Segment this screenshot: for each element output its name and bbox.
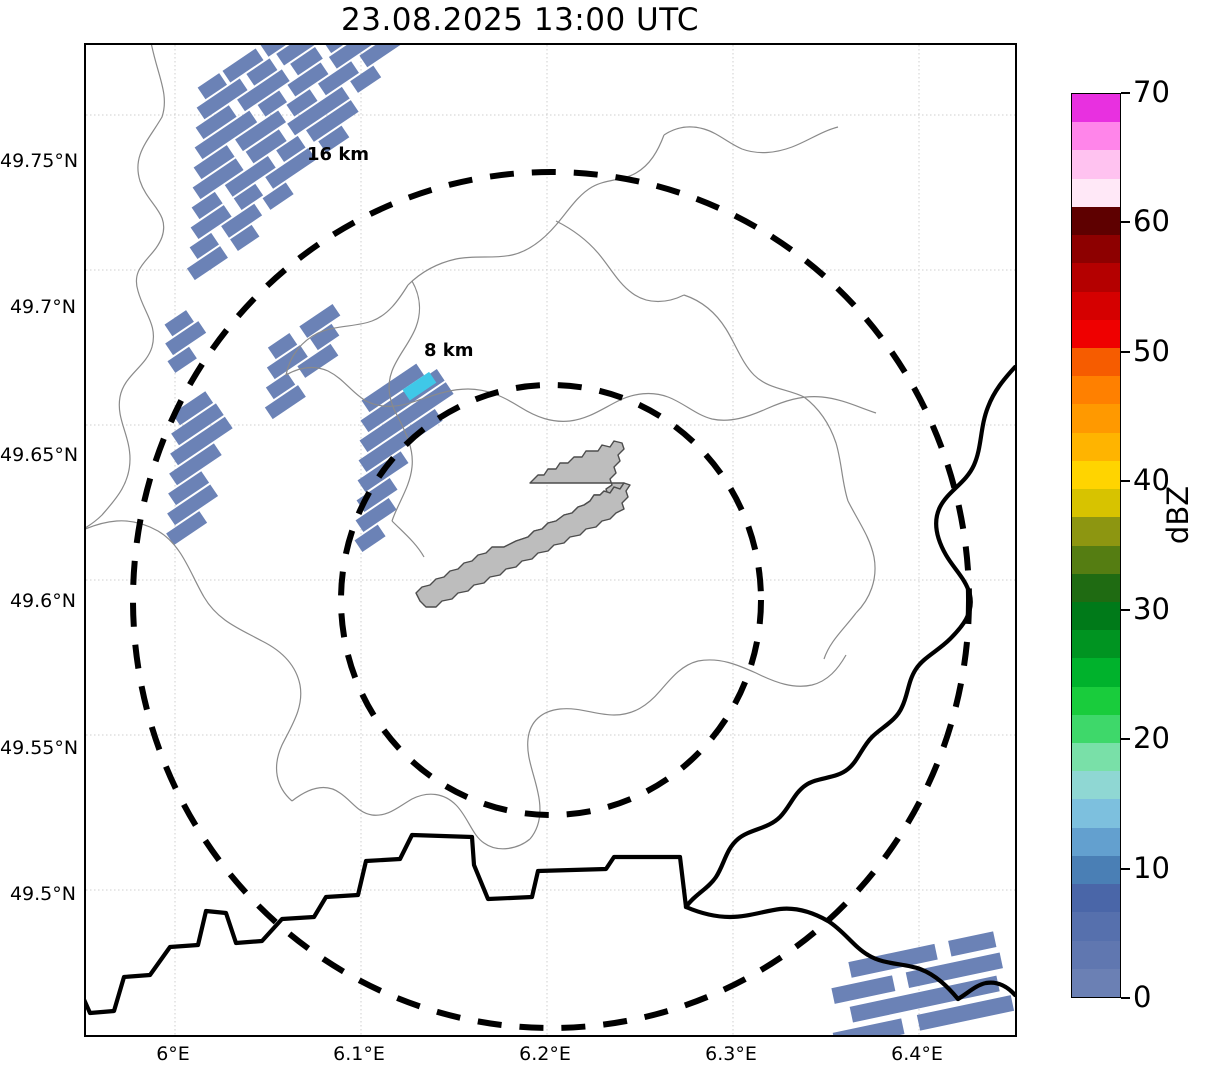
colorbar-segment	[1072, 630, 1120, 659]
colorbar-tick-mark	[1121, 738, 1130, 741]
range-ring-label-16km: 16 km	[307, 144, 370, 165]
colorbar-segment	[1072, 319, 1120, 348]
colorbar-segment	[1072, 206, 1120, 236]
colorbar-segment	[1072, 714, 1120, 744]
colorbar-segment	[1072, 489, 1120, 518]
colorbar-segment	[1072, 432, 1120, 461]
colorbar-tick-label: 70	[1133, 75, 1170, 109]
range-ring-label-8km: 8 km	[424, 340, 474, 361]
colorbar-tick-label: 0	[1133, 980, 1152, 1014]
colorbar-title: dBZ	[1161, 485, 1195, 545]
colorbar-segment	[1072, 545, 1120, 574]
radar-echo-southeast	[831, 931, 1015, 1035]
colorbar-segment	[1072, 460, 1120, 490]
colorbar-segment	[1072, 743, 1120, 772]
colorbar-tick-label: 10	[1133, 850, 1170, 885]
colorbar-title-wrap: dBZ	[1158, 0, 1198, 1073]
colorbar-tick-mark	[1121, 867, 1130, 870]
colorbar-segment	[1072, 235, 1120, 264]
colorbar-segment	[1072, 855, 1120, 885]
colorbar-segment	[1072, 601, 1120, 631]
colorbar-tick-label: 40	[1133, 462, 1170, 497]
colorbar-segment	[1072, 263, 1120, 292]
colorbar-segment	[1072, 517, 1120, 546]
colorbar-segment	[1072, 404, 1120, 433]
y-tick-49.65: 49.65°N	[0, 444, 79, 466]
x-tick-6.2: 6.2°E	[519, 1043, 571, 1065]
y-tick-49.55: 49.55°N	[0, 737, 79, 759]
colorbar-segment	[1072, 884, 1120, 913]
colorbar-ticks: 0 10 20 30 40 50 60 70	[1121, 76, 1207, 1013]
colorbar-segment	[1072, 912, 1120, 941]
colorbar-tick-label: 30	[1133, 592, 1170, 627]
x-tick-6: 6°E	[156, 1043, 190, 1065]
map-canvas	[86, 45, 1015, 1035]
colorbar-segment	[1072, 940, 1120, 969]
colorbar-segment	[1072, 573, 1120, 602]
gridlines	[86, 45, 1015, 1035]
colorbar-segment	[1072, 122, 1120, 151]
colorbar-segment	[1072, 291, 1120, 320]
colorbar-segment	[1072, 799, 1120, 828]
colorbar-tick-mark	[1121, 221, 1130, 224]
national-border	[86, 364, 1015, 1016]
x-tick-6.1: 6.1°E	[333, 1043, 385, 1065]
water-body-polygon	[415, 440, 631, 608]
colorbar[interactable]	[1071, 93, 1121, 998]
colorbar-segment	[1072, 658, 1120, 687]
page-title: 23.08.2025 13:00 UTC	[341, 2, 699, 38]
colorbar-segment	[1072, 771, 1120, 800]
colorbar-tick-label: 60	[1133, 204, 1170, 239]
colorbar-tick-mark	[1121, 92, 1130, 94]
map-plot-area[interactable]: 16 km 8 km	[84, 43, 1017, 1037]
colorbar-tick-label: 50	[1133, 333, 1170, 368]
colorbar-tick-label: 20	[1133, 721, 1170, 756]
radar-echo-northwest	[164, 45, 454, 552]
colorbar-segment	[1072, 827, 1120, 856]
colorbar-segment	[1072, 347, 1120, 377]
colorbar-segment	[1072, 376, 1120, 405]
y-tick-49.5: 49.5°N	[9, 883, 76, 905]
colorbar-segment	[1072, 178, 1120, 207]
x-tick-6.3: 6.3°E	[705, 1043, 757, 1065]
y-tick-49.75: 49.75°N	[0, 150, 79, 172]
colorbar-segment	[1072, 968, 1120, 997]
range-ring-8km	[338, 382, 764, 818]
range-ring-16km	[130, 169, 972, 1031]
colorbar-tick-mark	[1121, 350, 1130, 353]
colorbar-segment	[1072, 94, 1120, 123]
y-tick-49.6: 49.6°N	[9, 590, 76, 612]
colorbar-tick-mark	[1121, 479, 1130, 482]
colorbar-tick-mark	[1121, 609, 1130, 612]
y-tick-49.7: 49.7°N	[9, 296, 76, 318]
colorbar-segment	[1072, 150, 1120, 179]
x-tick-6.4: 6.4°E	[891, 1043, 943, 1065]
colorbar-segment	[1072, 686, 1120, 715]
colorbar-tick-mark	[1121, 997, 1130, 999]
admin-boundaries	[86, 45, 877, 850]
